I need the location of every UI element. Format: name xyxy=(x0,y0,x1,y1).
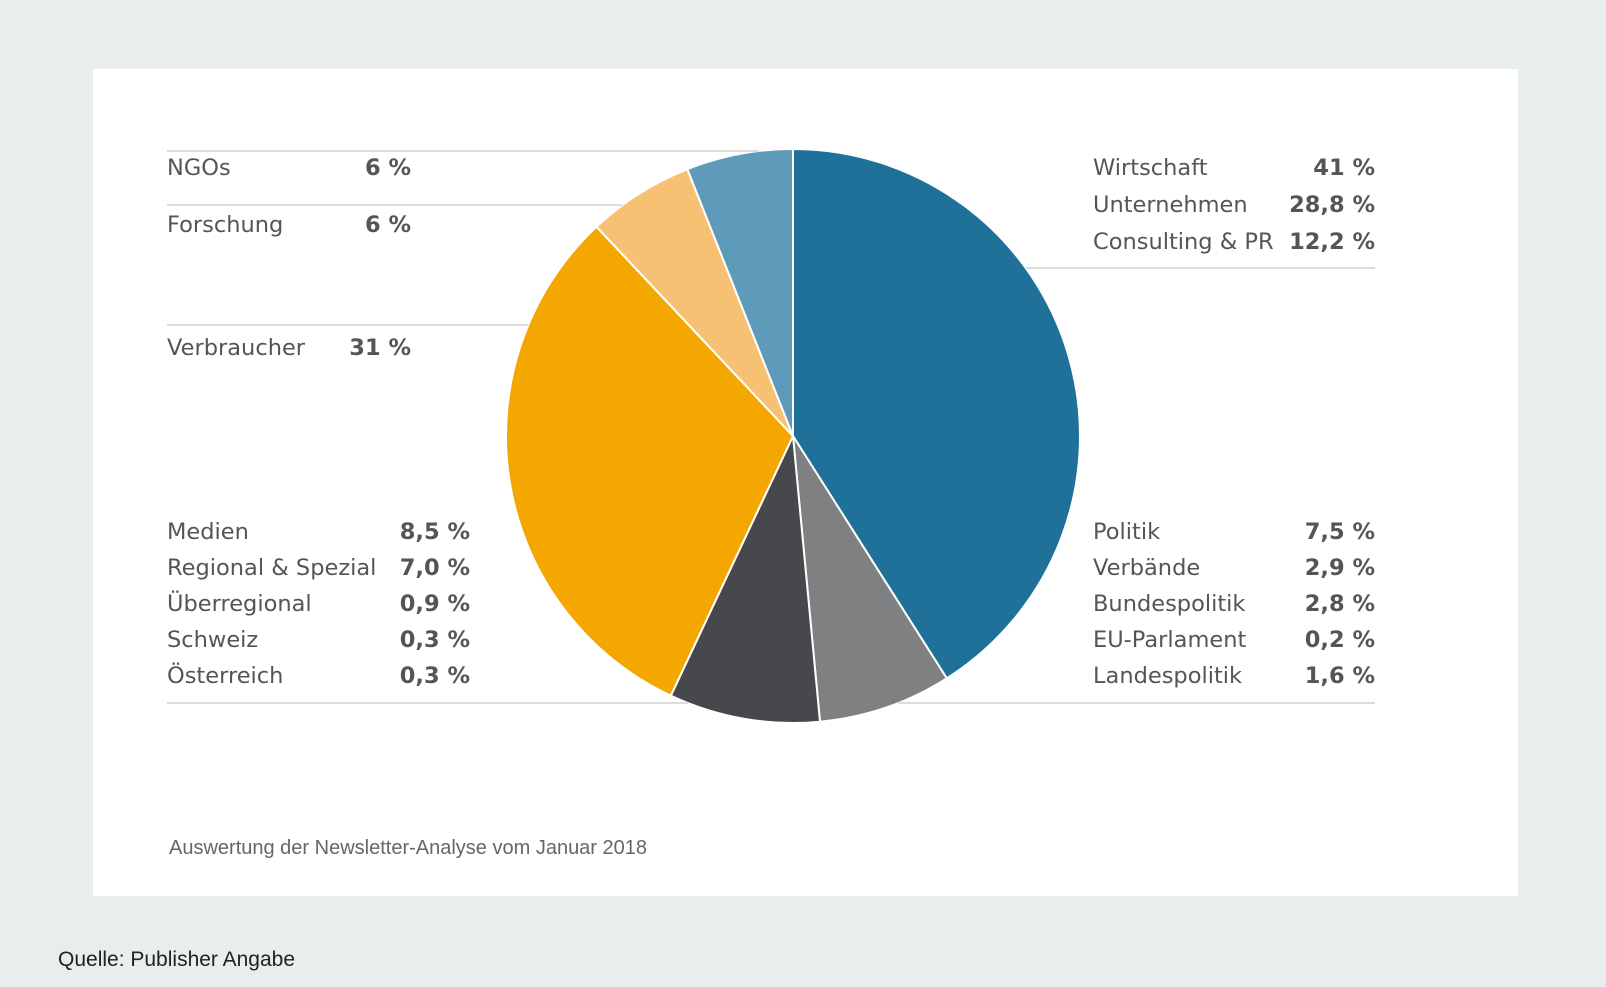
label-schweiz: Schweiz xyxy=(167,627,258,653)
value-verbraucher: 31 % xyxy=(349,335,411,361)
pie-slice-wirtschaft xyxy=(792,147,1081,680)
label-wirtschaft: Wirtschaft xyxy=(1093,155,1208,181)
value-bundespolitik: 2,8 % xyxy=(1305,591,1375,617)
label-politik: Politik xyxy=(1093,519,1160,545)
chart-card: Wirtschaft 41 % Unternehmen 28,8 % Consultin… xyxy=(93,69,1518,896)
value-forschung: 6 % xyxy=(365,212,411,238)
value-oesterreich: 0,3 % xyxy=(400,663,470,689)
label-ueberregional: Überregional xyxy=(167,589,312,617)
pie-chart: Wirtschaft 41 % Unternehmen 28,8 % Consultin… xyxy=(167,147,1375,725)
value-consulting-and-pr: 12,2 % xyxy=(1289,229,1375,255)
value-politik: 7,5 % xyxy=(1305,519,1375,545)
pie-slice-ngos xyxy=(686,147,794,437)
label-oesterreich: Österreich xyxy=(167,661,283,689)
value-ngos: 6 % xyxy=(365,155,411,181)
value-regional-and-spezial: 7,0 % xyxy=(400,555,470,581)
label-regional-and-spezial: Regional & Spezial xyxy=(167,555,376,581)
value-landespolitik: 1,6 % xyxy=(1305,663,1375,689)
label-verbraucher: Verbraucher xyxy=(167,335,306,361)
label-verbaende: Verbände xyxy=(1093,555,1200,581)
label-ngos: NGOs xyxy=(167,155,231,181)
label-consulting-and-pr: Consulting & PR xyxy=(1093,229,1274,255)
label-forschung: Forschung xyxy=(167,212,283,238)
value-ueberregional: 0,9 % xyxy=(400,591,470,617)
source-note: Quelle: Publisher Angabe xyxy=(58,948,295,971)
label-landespolitik: Landespolitik xyxy=(1093,663,1242,689)
value-medien: 8,5 % xyxy=(400,519,470,545)
value-verbaende: 2,9 % xyxy=(1305,555,1375,581)
value-wirtschaft: 41 % xyxy=(1313,155,1375,181)
label-eu-parlament: EU-Parlament xyxy=(1093,627,1246,653)
value-unternehmen: 28,8 % xyxy=(1289,192,1375,218)
label-medien: Medien xyxy=(167,519,249,545)
pie-slice-politik xyxy=(792,435,949,723)
label-bundespolitik: Bundespolitik xyxy=(1093,591,1245,617)
pie-slice-medien xyxy=(669,432,822,725)
chart-note: Auswertung der Newsletter-Analyse vom Ja… xyxy=(169,837,648,859)
label-unternehmen: Unternehmen xyxy=(1093,192,1248,218)
value-schweiz: 0,3 % xyxy=(400,627,470,653)
pie-slice-verbraucher xyxy=(505,225,795,698)
value-eu-parlament: 0,2 % xyxy=(1305,627,1375,653)
